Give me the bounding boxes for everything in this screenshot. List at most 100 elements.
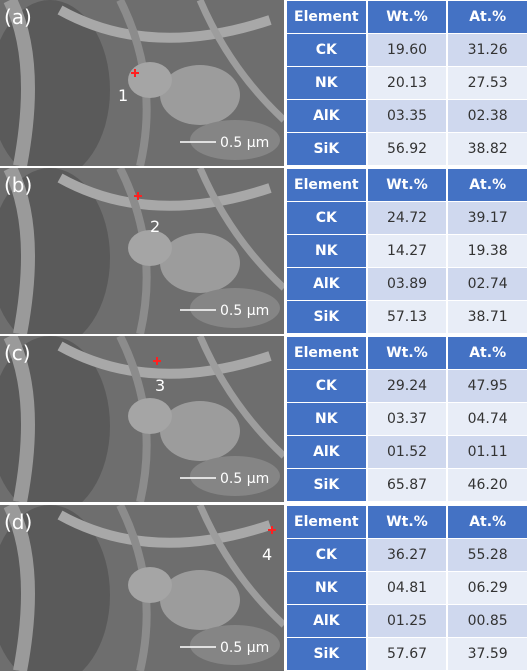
scale-bar-label: 0.5 μm [220,471,269,487]
value-cell: 04.81 [368,572,447,604]
element-cell: AlK [287,268,366,300]
value-cell: 03.89 [368,268,447,300]
value-cell: 19.38 [448,235,527,267]
element-cell: NK [287,572,366,604]
element-cell: NK [287,235,366,267]
particle [160,65,240,125]
value-cell: 39.17 [448,202,527,234]
value-cell: 36.27 [368,539,447,571]
value-cell: 01.52 [368,436,447,468]
element-cell: AlK [287,605,366,637]
point-label: 3 [155,376,165,395]
panel-label: (b) [4,173,32,197]
value-cell: 29.24 [368,370,447,402]
header-cell: Wt.% [368,169,447,201]
panel-label: (d) [4,510,32,534]
row: CK24.7239.17 [287,202,527,234]
sem-image: (d)40.5 μm [0,505,284,671]
header-cell: At.% [448,169,527,201]
element-cell: SiK [287,469,366,501]
row: CK36.2755.28 [287,539,527,571]
value-cell: 57.67 [368,638,447,670]
element-cell: SiK [287,301,366,333]
sem-image: (a)10.5 μm [0,0,284,166]
panel-label: (c) [4,341,31,365]
panel-label: (a) [4,5,32,29]
figure: (a)10.5 μmElementWt.%At.%CK19.6031.26NK2… [0,0,531,671]
element-cell: AlK [287,436,366,468]
panel: (d)40.5 μmElementWt.%At.%CK36.2755.28NK0… [0,505,531,671]
value-cell: 46.20 [448,469,527,501]
element-cell: SiK [287,638,366,670]
value-cell: 01.25 [368,605,447,637]
sem-image: (c) 3 0.5 μm [0,336,284,502]
value-cell: 38.82 [448,133,527,165]
element-cell: NK [287,403,366,435]
header-cell: At.% [448,337,527,369]
value-cell: 38.71 [448,301,527,333]
value-cell: 02.38 [448,100,527,132]
value-cell: 27.53 [448,67,527,99]
point-label: 2 [150,217,160,236]
header-cell: Element [287,337,366,369]
value-cell: 04.74 [448,403,527,435]
header-cell: Element [287,506,366,538]
scale-bar-label: 0.5 μm [220,303,269,319]
row: SiK57.1338.71 [287,301,527,333]
element-cell: CK [287,539,366,571]
header-cell: At.% [448,1,527,33]
particle [160,401,240,461]
value-cell: 02.74 [448,268,527,300]
header-cell: Wt.% [368,506,447,538]
value-cell: 06.29 [448,572,527,604]
data-table: ElementWt.%At.%CK19.6031.26NK20.1327.53A… [285,0,529,166]
element-cell: AlK [287,100,366,132]
value-cell: 19.60 [368,34,447,66]
header-cell: Element [287,169,366,201]
header-cell: At.% [448,506,527,538]
value-cell: 65.87 [368,469,447,501]
element-cell: CK [287,202,366,234]
particle [128,62,172,98]
sem-image: (b) 2 0.5 μm [0,168,284,334]
value-cell: 01.11 [448,436,527,468]
value-cell: 03.37 [368,403,447,435]
element-cell: NK [287,67,366,99]
header-cell: Wt.% [368,337,447,369]
particle [128,398,172,434]
particle [160,570,240,630]
point-label: 4 [262,545,272,564]
value-cell: 03.35 [368,100,447,132]
value-cell: 24.72 [368,202,447,234]
element-cell: SiK [287,133,366,165]
value-cell: 37.59 [448,638,527,670]
element-cell: CK [287,370,366,402]
header-cell: Element [287,1,366,33]
value-cell: 00.85 [448,605,527,637]
value-cell: 20.13 [368,67,447,99]
value-cell: 47.95 [448,370,527,402]
scale-bar-label: 0.5 μm [220,135,269,151]
value-cell: 14.27 [368,235,447,267]
header-cell: Wt.% [368,1,447,33]
